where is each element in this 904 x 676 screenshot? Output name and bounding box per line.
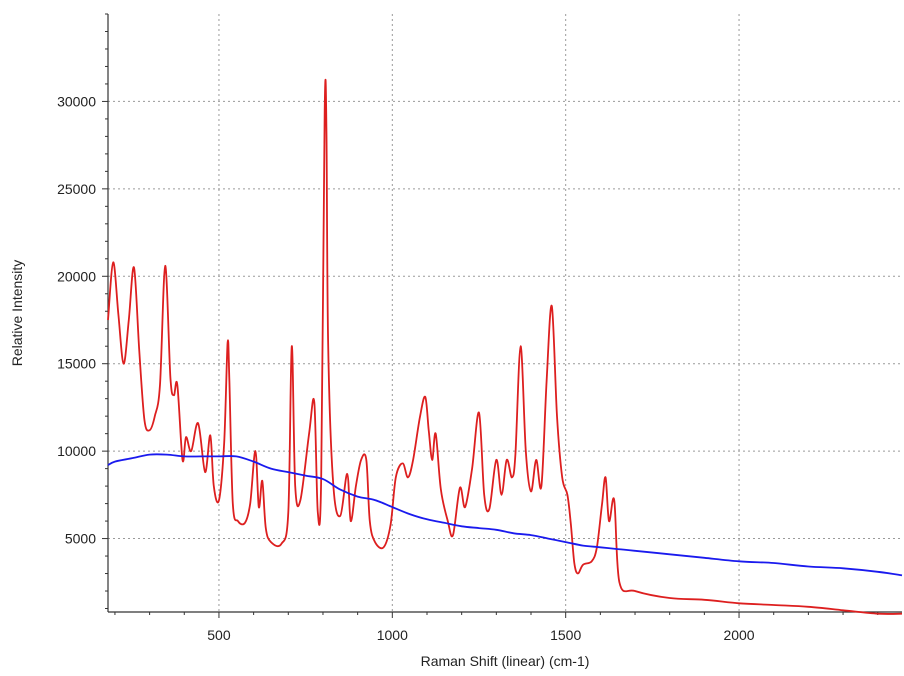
- gridlines: [108, 14, 902, 612]
- axes: [107, 14, 902, 613]
- sample-spectrum-line: [107, 79, 903, 615]
- x-tick-label: 1500: [550, 627, 581, 643]
- x-axis-label: Raman Shift (linear) (cm-1): [421, 653, 590, 669]
- y-tick-label: 30000: [57, 93, 96, 109]
- series-lines: [107, 79, 903, 615]
- x-tick-label: 1000: [377, 627, 408, 643]
- tick-marks: 500 1000 1500 2000 5000 10000 15000 20000 25000 3…: [57, 13, 879, 643]
- y-tick-label: 10000: [57, 443, 96, 459]
- y-axis-label: Relative Intensity: [9, 260, 25, 367]
- y-tick-label: 20000: [57, 268, 96, 284]
- y-tick-label: 5000: [65, 531, 96, 547]
- x-tick-label: 500: [207, 627, 231, 643]
- y-tick-label: 25000: [57, 181, 96, 197]
- baseline-spectrum-line: [107, 453, 903, 577]
- x-tick-label: 2000: [723, 627, 754, 643]
- y-tick-label: 15000: [57, 356, 96, 372]
